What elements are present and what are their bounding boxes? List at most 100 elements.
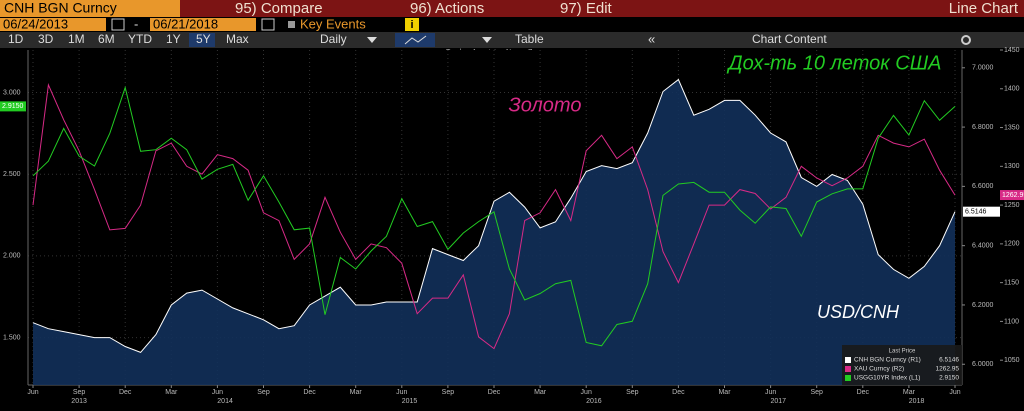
legend-title: Last Price — [889, 349, 916, 355]
x-tick-label: Mar — [534, 389, 547, 396]
y2-tick-label: 6.6000 — [972, 183, 994, 190]
dropdown-icon[interactable] — [367, 37, 377, 43]
security: CNH BGN Curncy — [4, 0, 117, 16]
last-badge — [1000, 190, 1024, 201]
annotation: Золото — [509, 94, 582, 116]
line-icon — [404, 35, 427, 45]
y-tick-label: 2.500 — [3, 171, 21, 178]
x-tick-label: Sep — [442, 389, 455, 396]
x-tick-label: Jun — [396, 389, 407, 396]
x-tick-label: Jun — [949, 389, 960, 396]
annotation: Дох-ть 10 леток США — [727, 52, 942, 74]
x-tick-label: Dec — [488, 389, 501, 396]
year-label: 2015 — [402, 398, 418, 405]
calendar-icon[interactable] — [111, 18, 125, 31]
collapse[interactable]: « — [648, 31, 655, 46]
x-tick-label: Sep — [73, 389, 86, 396]
date-field[interactable] — [150, 18, 256, 31]
legend-value: 1262.95 — [936, 366, 960, 373]
y3-tick-label: 1250 — [1004, 202, 1020, 209]
x-tick-label: Sep — [257, 389, 270, 396]
security-box[interactable] — [0, 0, 180, 17]
info: i — [410, 19, 413, 31]
toolbar — [0, 32, 1024, 48]
year-label: 2013 — [71, 398, 87, 405]
y2-tick-label: 6.2000 — [972, 302, 994, 309]
y2-tick-label: 6.8000 — [972, 124, 994, 131]
x-tick-label: Mar — [350, 389, 363, 396]
y3-tick-label: 1150 — [1004, 279, 1019, 286]
x-tick-label: Jun — [212, 389, 223, 396]
last-badge-label: 6.5146 — [965, 209, 987, 216]
y-tick-label: 2.000 — [3, 253, 21, 260]
last-badge-label: 2.9150 — [2, 103, 24, 110]
menu-bar — [0, 0, 1024, 17]
year-label: 2018 — [909, 398, 925, 405]
x-tick-label: Jun — [27, 389, 38, 396]
y3-tick-label: 1450 — [1004, 47, 1020, 54]
period-button[interactable]: 5Y — [196, 32, 211, 46]
period-button[interactable]: 1D — [8, 32, 24, 46]
x-tick-label: Dec — [672, 389, 685, 396]
dropdown-icon[interactable] — [482, 37, 492, 43]
info-box[interactable] — [405, 18, 419, 31]
menu-item[interactable]: 97) Edit — [560, 0, 613, 17]
legend-swatch — [845, 366, 851, 372]
series-line — [32, 78, 956, 353]
series-line — [32, 85, 956, 347]
start-date: 06/24/2013 — [3, 16, 68, 31]
x-tick-label: Mar — [718, 389, 731, 396]
year-label: 2014 — [217, 398, 233, 405]
last-badge — [0, 101, 26, 112]
calendar-icon[interactable] — [261, 18, 275, 31]
period-button[interactable]: 1Y — [166, 32, 181, 46]
y3-tick-label: 1350 — [1004, 124, 1020, 131]
y3-tick-label: 1050 — [1004, 357, 1020, 364]
y2-tick-label: 6.0000 — [972, 361, 994, 368]
x-tick-label: Mar — [165, 389, 178, 396]
period-button[interactable]: 3D — [38, 32, 54, 46]
table-button[interactable]: Table — [515, 32, 544, 46]
y2-tick-label: 7.0000 — [972, 65, 994, 72]
end-date: 06/21/2018 — [153, 16, 218, 31]
menu-item[interactable]: 96) Actions — [410, 0, 484, 17]
x-tick-label: Jun — [581, 389, 592, 396]
settings-icon[interactable] — [961, 35, 971, 45]
x-tick-label: Mar — [903, 389, 916, 396]
series-line — [32, 83, 956, 350]
last-badge — [963, 206, 1000, 217]
period-button[interactable]: 6M — [98, 32, 115, 46]
period-button[interactable]: YTD — [128, 32, 152, 46]
legend-swatch — [845, 357, 851, 363]
period-button[interactable]: 1M — [68, 32, 85, 46]
last-badge-label: 1262.95 — [1002, 192, 1024, 199]
view: Line Chart — [949, 0, 1019, 17]
legend-label: USGG10YR Index (L1) — [854, 375, 920, 382]
menu-item[interactable]: 95) Compare — [235, 0, 323, 17]
y3-tick-label: 1300 — [1004, 163, 1020, 170]
series-area — [33, 79, 955, 385]
legend-value: 2.9150 — [939, 375, 959, 382]
dash: - — [134, 16, 138, 31]
period-button[interactable]: Max — [226, 32, 249, 46]
date-field[interactable] — [0, 18, 106, 31]
active-period — [189, 33, 215, 47]
y-tick-label: 3.000 — [3, 89, 21, 96]
legend-box — [842, 345, 962, 385]
frequency[interactable]: Daily — [320, 32, 347, 46]
legend-swatch — [845, 375, 851, 381]
year-label: 2017 — [770, 398, 786, 405]
x-tick-label: Jun — [765, 389, 776, 396]
x-tick-label: Dec — [119, 389, 132, 396]
x-tick-label: Sep — [810, 389, 823, 396]
legend-label: CNH BGN Curncy (R1) — [854, 357, 921, 364]
x-tick-label: Sep — [626, 389, 639, 396]
y3-tick-label: 1100 — [1004, 318, 1019, 325]
key-events: Key Events — [300, 16, 366, 31]
checkbox[interactable] — [288, 21, 295, 28]
year-label: 2016 — [586, 398, 602, 405]
legend-label: XAU Curncy (R2) — [854, 366, 904, 373]
chart-content[interactable]: Chart Content — [752, 32, 827, 46]
x-tick-label: Dec — [857, 389, 870, 396]
